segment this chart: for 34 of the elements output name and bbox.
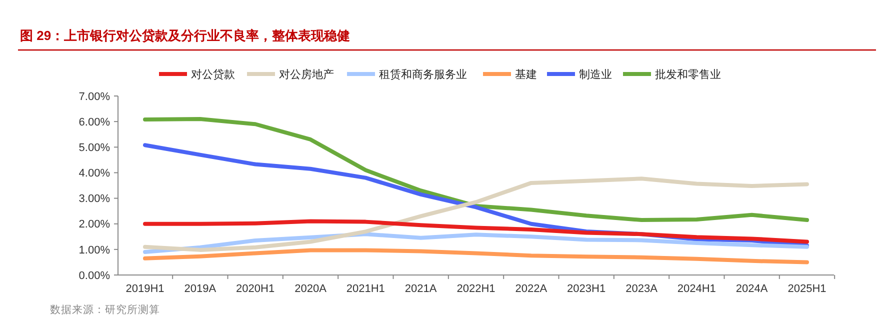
- legend-label: 对公房地产: [279, 68, 334, 81]
- x-tick-label: 2019A: [184, 283, 217, 295]
- y-tick-label: 5.00%: [78, 142, 110, 154]
- x-tick-label: 2024A: [736, 283, 768, 295]
- y-tick-label: 2.00%: [78, 218, 110, 231]
- line-series: [143, 248, 809, 264]
- line-series: [143, 176, 809, 252]
- x-tick-label: 2022A: [515, 283, 548, 295]
- x-tick-label: 2023A: [626, 283, 658, 295]
- x-tick-label: 2023H1: [567, 283, 606, 295]
- chart-title: 图 29：上市银行对公贷款及分行业不良率，整体表现稳健: [20, 28, 350, 43]
- x-tick-label: 2020A: [294, 283, 328, 295]
- y-tick-label: 6.00%: [78, 116, 110, 128]
- x-tick-label: 2025H1: [788, 283, 826, 295]
- line-series: [143, 219, 809, 244]
- y-tick-label: 0.00%: [78, 270, 110, 282]
- y-tick-label: 3.00%: [78, 193, 110, 206]
- x-tick-label: 2020H1: [236, 283, 275, 295]
- line-series: [143, 232, 809, 254]
- legend-label: 对公贷款: [191, 68, 235, 81]
- y-tick-label: 4.00%: [78, 168, 110, 180]
- x-tick-label: 2021H1: [346, 283, 385, 295]
- y-tick-label: 7.00%: [78, 90, 110, 103]
- source-note: 数据来源：研究所测算: [50, 303, 160, 316]
- legend-label: 基建: [515, 68, 537, 81]
- y-tick-label: 1.00%: [78, 244, 110, 256]
- x-tick-label: 2024H1: [677, 283, 716, 295]
- line-series: [143, 117, 809, 222]
- x-tick-label: 2021A: [404, 283, 438, 295]
- legend-label: 批发和零售业: [655, 68, 721, 81]
- x-tick-label: 2022H1: [456, 283, 496, 295]
- legend-label: 租赁和商务服务业: [379, 68, 467, 81]
- x-tick-label: 2019H1: [126, 283, 164, 295]
- legend-label: 制造业: [579, 68, 612, 81]
